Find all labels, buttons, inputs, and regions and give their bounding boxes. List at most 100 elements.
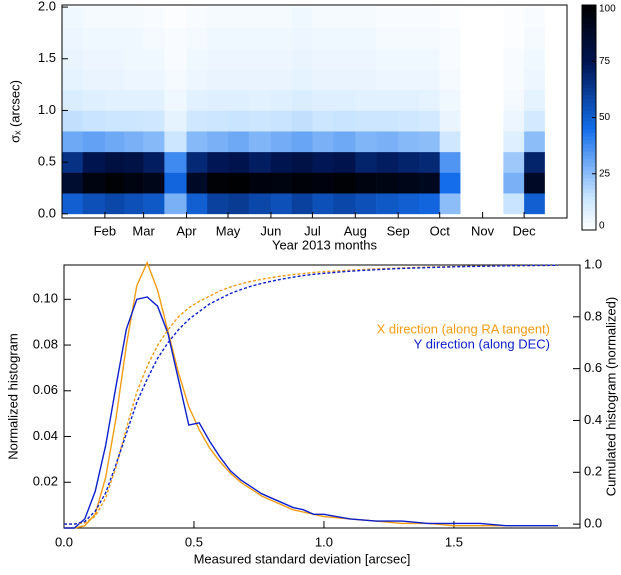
y-tick-label: 0.0 [38,205,56,220]
y-tick-label: 0.04 [33,428,58,443]
y-tick-label: 1.0 [38,102,56,117]
heat-cell [503,172,525,194]
x-tick-label: Apr [176,223,197,238]
colorbar-step [582,140,596,145]
colorbar-tick-label: 0 [599,221,605,232]
heat-cell [186,193,208,215]
colorbar-step [582,170,596,175]
series-line [64,296,558,529]
heat-cell [228,89,250,111]
heat-cell [124,89,144,111]
heat-cell [291,131,313,153]
heat-cell [376,7,399,29]
heat-cell [62,110,84,132]
heat-cell [482,69,504,91]
heat-cell [124,151,144,173]
heat-cell [270,89,292,111]
y2-tick-label: 0.0 [584,516,602,531]
heat-cell [207,131,229,153]
colorbar-step [582,192,596,197]
heat-cell [82,7,106,29]
heat-cell [439,48,461,70]
heat-cell [355,131,377,153]
heat-cell [248,69,272,91]
heat-cell [164,89,187,111]
y2-tick-label: 0.4 [584,412,602,427]
heat-cell [333,193,356,215]
heat-cell [460,131,483,153]
colorbar-step [582,42,596,47]
colorbar-step [582,155,596,160]
colorbar-tick-label: 25 [599,168,611,179]
heat-cell [355,7,377,29]
heat-cell [228,151,250,173]
heat-cell [291,48,313,70]
heat-cell [482,7,504,29]
heat-cell [270,193,292,215]
heat-cell [124,172,144,194]
heat-cell [333,48,356,70]
heat-cell [186,151,208,173]
heat-cell [544,110,568,132]
colorbar-step [582,158,596,163]
heat-cell [482,48,504,70]
y2-tick-label: 0.2 [584,464,602,479]
heat-cell [544,131,568,153]
heat-cell [355,172,377,194]
heat-cell [376,110,399,132]
heat-cell [143,7,165,29]
colorbar-step [582,132,596,137]
heat-cell [62,193,84,215]
heat-cell [207,69,229,91]
x-tick-label: 0.5 [185,534,203,549]
heat-cell [164,7,187,29]
colorbar-step [582,200,596,205]
heat-cell [164,110,187,132]
heat-cell [207,172,229,194]
colorbar-step [582,222,596,227]
y2-tick-label: 0.6 [584,360,602,375]
heat-cell [228,69,250,91]
heat-cell [544,7,568,29]
colorbar-tick-label: 75 [599,56,611,67]
colorbar-step [582,98,596,103]
colorbar-step [582,46,596,51]
colorbar-step [582,8,596,13]
colorbar-step [582,143,596,148]
colorbar-step [582,72,596,77]
heat-cell [376,151,399,173]
heat-cell [524,151,546,173]
heat-cell [207,7,229,29]
heat-cell [143,89,165,111]
heat-cell [186,69,208,91]
heat-cell [439,7,461,29]
heat-cell [439,151,461,173]
heat-cell [333,151,356,173]
heat-cell [544,89,568,111]
heat-cell [82,48,106,70]
colorbar-step [582,35,596,40]
heat-cell [376,193,399,215]
heat-cell [503,193,525,215]
heat-cell [376,69,399,91]
colorbar-step [582,121,596,126]
heat-cell [248,131,272,153]
heat-cell [291,172,313,194]
colorbar-step [582,151,596,156]
heat-cell [355,89,377,111]
heat-cell [82,151,106,173]
heat-cell [248,110,272,132]
heat-cell [186,27,208,49]
heat-cell [164,69,187,91]
plot-frame [63,264,581,529]
heat-cell [460,172,483,194]
heat-cell [398,110,420,132]
x-tick-label: May [216,223,241,238]
heat-cell [333,7,356,29]
colorbar-step [582,147,596,152]
heat-cell [143,172,165,194]
heat-cell [291,69,313,91]
heat-cell [248,89,272,111]
heat-cell [312,131,334,153]
heat-cell [333,69,356,91]
